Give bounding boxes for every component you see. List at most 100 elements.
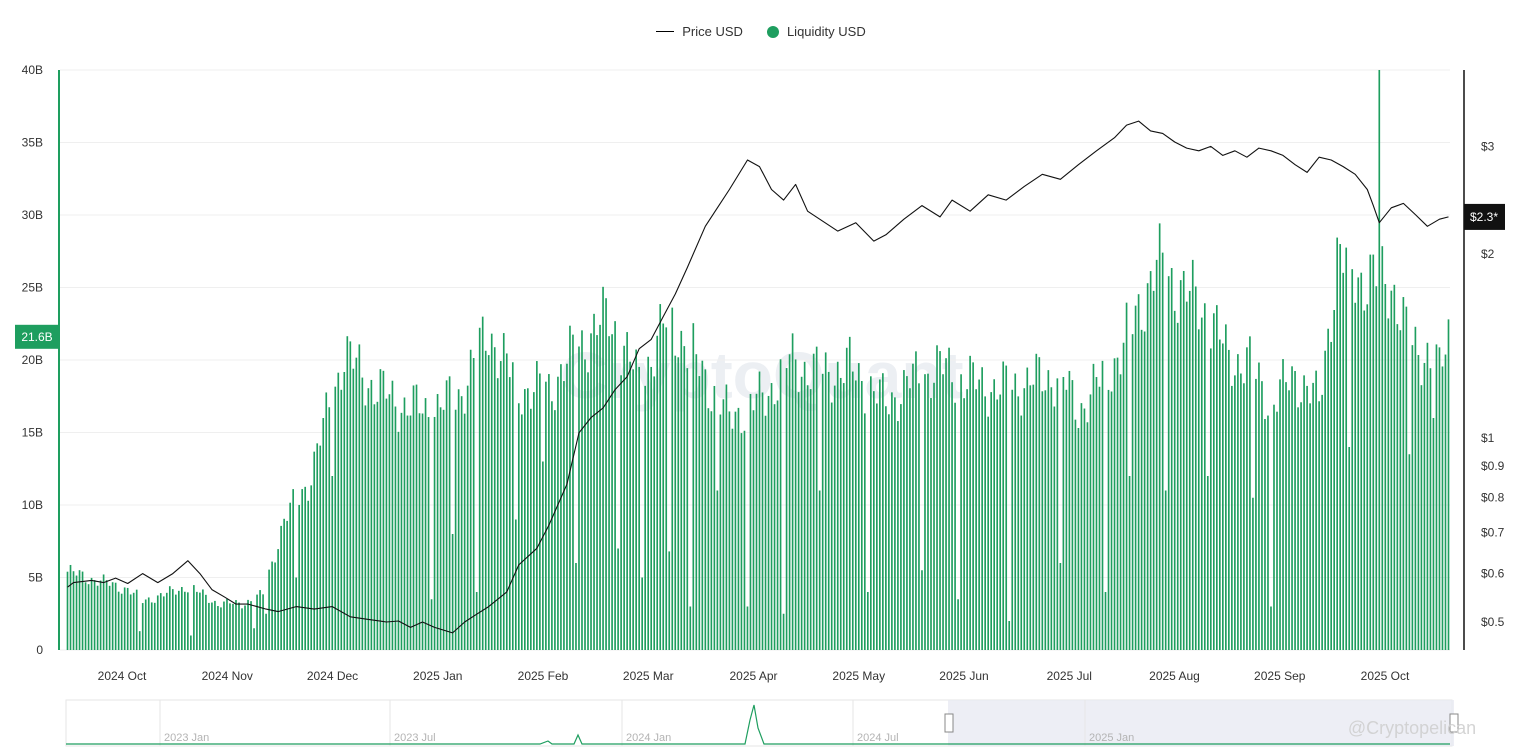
liquidity-bar: [873, 391, 875, 650]
liquidity-bar: [439, 407, 442, 650]
liquidity-bar: [397, 431, 400, 650]
liquidity-bar: [403, 397, 406, 650]
liquidity-bar: [322, 418, 325, 650]
liquidity-bar: [566, 363, 568, 650]
liquidity-bar: [445, 380, 448, 650]
liquidity-bar: [662, 323, 665, 650]
liquidity-bar: [1357, 277, 1360, 650]
liquidity-bars: [66, 70, 1450, 651]
liquidity-bar: [1020, 415, 1023, 650]
liquidity-bar: [1146, 283, 1149, 650]
x-tick-label: 2025 Oct: [1361, 669, 1410, 683]
liquidity-bar: [857, 363, 860, 650]
liquidity-bar: [560, 364, 562, 650]
liquidity-bar: [665, 327, 668, 650]
liquidity-bar: [1005, 365, 1008, 650]
liquidity-bar: [791, 333, 794, 650]
liquidity-bar: [809, 389, 812, 650]
current-value-tags: 21.6B $2.3*: [15, 203, 1505, 349]
liquidity-bar: [1327, 328, 1329, 650]
liquidity-bar: [1309, 403, 1311, 650]
liquidity-bar: [108, 585, 111, 650]
liquidity-bar: [990, 392, 993, 650]
liquidity-bar: [824, 352, 827, 650]
liquidity-bar: [379, 369, 382, 650]
liquidity-bar: [319, 445, 322, 650]
left-current-tag: [15, 324, 59, 349]
liquidity-bar: [608, 336, 610, 650]
liquidity-bar: [848, 336, 851, 650]
liquidity-bar: [1050, 387, 1053, 650]
liquidity-bar: [698, 376, 701, 650]
liquidity-bar: [1017, 396, 1020, 650]
y-left-tick-label: 0: [36, 643, 43, 657]
liquidity-bar: [1423, 362, 1426, 650]
liquidity-bar: [364, 405, 367, 650]
price-line: [67, 120, 1449, 634]
liquidity-bar: [704, 369, 707, 650]
liquidity-bar: [244, 605, 246, 650]
liquidity-bar: [903, 370, 905, 650]
liquidity-bar: [481, 316, 484, 650]
liquidity-bar: [135, 589, 138, 650]
x-tick-label: 2025 May: [832, 669, 885, 683]
liquidity-bar: [1405, 306, 1408, 650]
liquidity-bar: [659, 304, 662, 650]
liquidity-bar: [806, 385, 809, 650]
liquidity-bar: [153, 602, 156, 650]
x-tick-label: 2025 Sep: [1254, 669, 1306, 683]
liquidity-bar: [1035, 353, 1038, 650]
liquidity-bar: [749, 393, 752, 650]
liquidity-bar: [984, 396, 986, 650]
liquidity-bar: [1107, 389, 1110, 650]
x-tick-label: 2025 Jan: [413, 669, 462, 683]
liquidity-bar: [1285, 382, 1287, 650]
liquidity-bar: [514, 519, 517, 650]
chart-legend: Price USD Liquidity USD: [0, 24, 1522, 39]
liquidity-bar: [605, 298, 607, 650]
liquidity-bar: [1188, 290, 1191, 650]
liquidity-bar: [442, 409, 445, 650]
x-tick-label: 2024 Nov: [202, 669, 253, 683]
y-right-tick-label: $2: [1481, 247, 1495, 261]
navigator-handle-left: [944, 713, 954, 733]
liquidity-bar: [951, 382, 953, 650]
liquidity-bar: [803, 361, 806, 650]
liquidity-bar: [770, 383, 773, 650]
liquidity-bar: [1170, 268, 1173, 650]
liquidity-bar: [144, 599, 147, 650]
liquidity-bar: [162, 596, 165, 650]
legend-line-icon: [656, 31, 675, 32]
liquidity-bar: [939, 351, 941, 650]
liquidity-bar: [1206, 476, 1209, 650]
liquidity-bar: [626, 332, 628, 650]
liquidity-bar: [1173, 310, 1176, 650]
liquidity-bar: [833, 385, 836, 650]
liquidity-bar: [286, 520, 288, 650]
liquidity-bar: [686, 368, 689, 650]
liquidity-bar: [1071, 380, 1074, 650]
liquidity-bar: [1420, 385, 1423, 650]
liquidity-bar: [331, 476, 334, 650]
liquidity-bar: [551, 401, 553, 650]
legend-item-liquidity[interactable]: Liquidity USD: [766, 24, 866, 39]
liquidity-bar: [168, 586, 171, 650]
liquidity-bar: [138, 631, 141, 650]
liquidity-bar: [530, 408, 532, 650]
navigator[interactable]: 2023 Jan 2023 Jul 2024 Jan 2024 Jul 2025 Jan…: [65, 699, 1476, 747]
liquidity-bar: [1354, 302, 1357, 650]
liquidity-bar: [430, 599, 433, 650]
legend-item-price[interactable]: Price USD: [656, 24, 743, 39]
liquidity-bar: [433, 416, 436, 650]
liquidity-bar: [469, 349, 472, 650]
liquidity-bar: [211, 602, 213, 650]
liquidity-bar: [1264, 419, 1266, 650]
liquidity-bar: [1306, 385, 1308, 650]
liquidity-bar: [882, 373, 884, 650]
liquidity-bar: [220, 607, 222, 650]
liquidity-bar: [578, 346, 580, 650]
liquidity-bar: [740, 433, 743, 650]
liquidity-bar: [1092, 363, 1095, 650]
liquidity-bar: [710, 411, 713, 650]
